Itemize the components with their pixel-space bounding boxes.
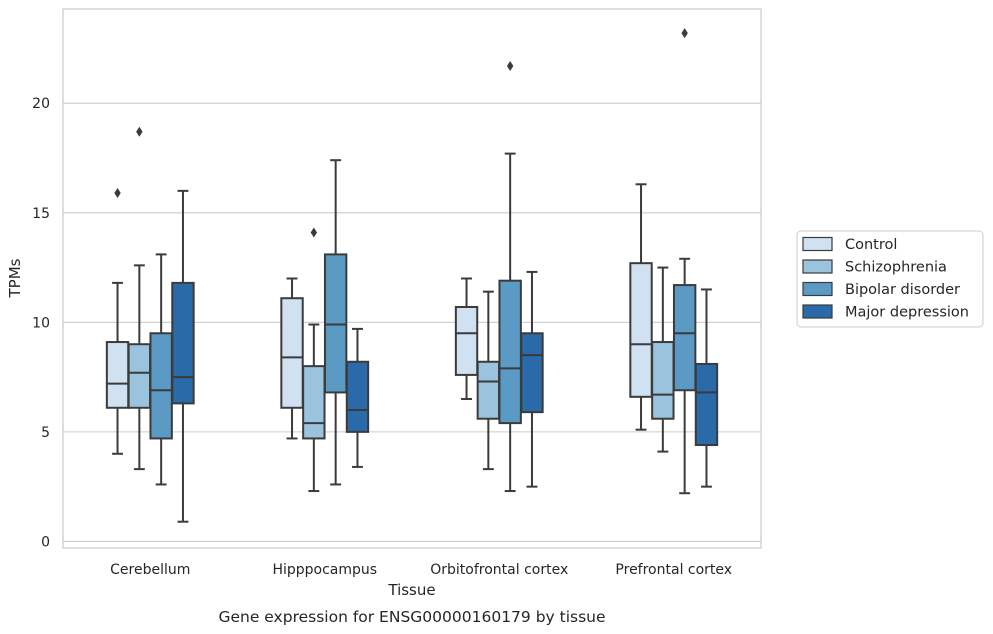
box-group: [672, 28, 697, 495]
chart-caption: Gene expression for ENSG00000160179 by t…: [218, 608, 605, 626]
series-group: [149, 28, 697, 495]
legend-item: Bipolar disorder: [802, 281, 960, 298]
box-group: [520, 270, 544, 488]
y-tick-label: 5: [41, 425, 50, 441]
box-group: [498, 60, 522, 493]
legend-item: Control: [802, 236, 897, 253]
y-axis-ticks: 0 5 10 15 20: [32, 96, 50, 550]
y-tick-label: 15: [32, 206, 50, 222]
box: [280, 297, 304, 409]
box: [498, 279, 522, 425]
box: [323, 253, 348, 394]
box: [454, 305, 479, 376]
legend-swatch: [802, 281, 833, 297]
box-plot-series: [105, 28, 719, 523]
box-group: [476, 290, 501, 471]
box: [149, 332, 173, 440]
y-axis-label: TPMs: [6, 258, 24, 298]
x-tick-label: Prefrontal cortex: [615, 562, 732, 578]
outlier-point: [136, 126, 143, 137]
legend-label: Major depression: [845, 305, 969, 321]
box: [694, 362, 719, 447]
box-group: [345, 327, 370, 468]
grid-lines: [63, 102, 761, 542]
series-group: [171, 189, 719, 523]
box: [672, 284, 697, 392]
box-group: [651, 266, 675, 453]
outlier-point: [506, 60, 514, 71]
box: [171, 281, 195, 405]
box-group: [105, 188, 130, 455]
legend-label: Schizophrenia: [845, 260, 947, 276]
legend-swatch: [802, 304, 833, 319]
legend-label: Control: [845, 237, 897, 253]
box-group: [149, 253, 173, 486]
legend-frame: [796, 230, 984, 328]
x-axis-ticks: Cerebellum Hipppocampus Orbitofrontal cort…: [110, 562, 732, 578]
x-axis-label: Tissue: [387, 581, 435, 599]
legend-label: Bipolar disorder: [845, 282, 960, 298]
legend-item: Major depression: [802, 304, 969, 321]
outlier-point: [681, 28, 688, 39]
box-group: [280, 277, 304, 440]
box: [476, 360, 501, 420]
box: [127, 343, 152, 409]
box-group: [171, 189, 195, 523]
box: [345, 360, 370, 433]
legend: Control Schizophrenia Bipolar disorder Majo…: [796, 230, 984, 328]
y-tick-label: 10: [32, 315, 50, 331]
legend-items: Control Schizophrenia Bipolar disorder Majo…: [802, 236, 969, 321]
outlier-point: [310, 227, 318, 238]
box-group: [127, 126, 152, 471]
plot-area-frame: [62, 8, 762, 549]
outlier-point: [114, 188, 121, 199]
box-group: [629, 183, 653, 431]
legend-swatch: [802, 259, 833, 274]
box-group: [323, 159, 348, 486]
x-tick-label: Hipppocampus: [272, 562, 377, 578]
series-group: [127, 126, 675, 493]
y-tick-label: 20: [32, 96, 50, 112]
box: [520, 332, 544, 414]
y-tick-label: 0: [41, 534, 50, 550]
legend-swatch: [802, 236, 833, 252]
x-tick-label: Orbitofrontal cortex: [430, 562, 568, 578]
x-tick-label: Cerebellum: [110, 562, 190, 578]
box-group: [302, 227, 326, 493]
legend-item: Schizophrenia: [802, 259, 947, 276]
box: [651, 341, 675, 420]
box: [302, 365, 326, 440]
box-group: [454, 277, 479, 401]
box: [629, 262, 653, 398]
box: [105, 341, 130, 409]
box-group: [694, 288, 719, 488]
